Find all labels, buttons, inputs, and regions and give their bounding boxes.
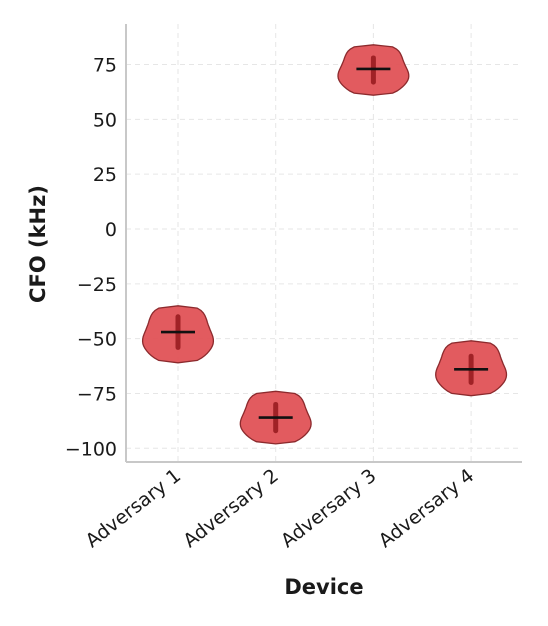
y-tick-labels: 75 50 25 0 −25 −50 −75 −100 (65, 55, 117, 461)
x-tick-label: Adversary 4 (375, 465, 479, 553)
y-tick-label: −25 (77, 274, 117, 296)
violin-layer (141, 44, 508, 445)
axis-layer (125, 24, 522, 463)
y-axis-title: CFO (kHz) (26, 185, 50, 303)
y-tick-label: −75 (77, 383, 117, 405)
x-tick-label: Adversary 2 (179, 465, 283, 553)
y-tick-label: −50 (77, 329, 117, 351)
y-tick-label: 25 (93, 164, 117, 186)
y-tick-label: 0 (105, 219, 117, 241)
y-tick-label: 75 (93, 55, 117, 77)
y-tick-label: −100 (65, 438, 117, 460)
x-tick-label: Adversary 1 (82, 465, 186, 553)
x-tick-label: Adversary 3 (277, 465, 381, 553)
grid-layer (126, 24, 522, 462)
x-axis-title: Device (284, 575, 363, 599)
y-tick-label: 50 (93, 109, 117, 131)
